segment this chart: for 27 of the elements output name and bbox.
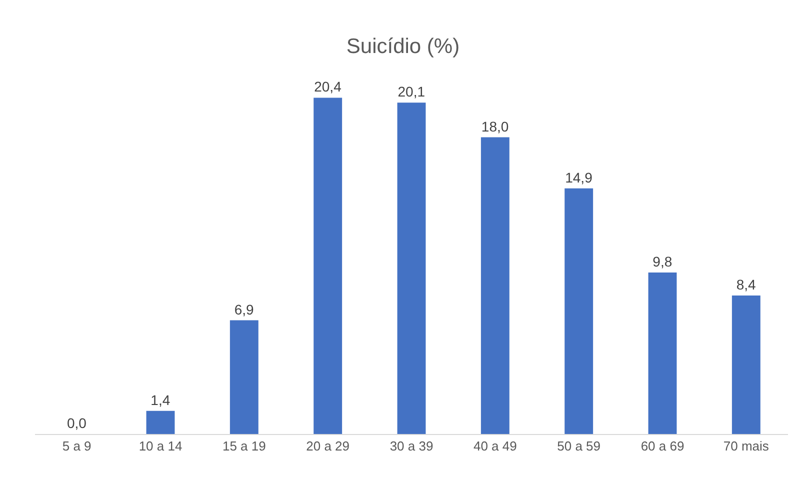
bar	[230, 320, 258, 434]
x-tick-label: 50 a 59	[557, 438, 601, 454]
data-label: 6,9	[234, 301, 254, 318]
chart-title: Suicídio (%)	[346, 35, 460, 58]
data-label: 9,8	[652, 253, 672, 270]
x-tick-label: 15 a 19	[222, 438, 266, 454]
x-tick-label: 10 a 14	[138, 438, 182, 454]
data-label: 0,0	[66, 415, 87, 431]
bar	[732, 296, 760, 434]
bar	[397, 102, 426, 434]
data-label: 20,1	[398, 84, 426, 100]
bar	[648, 272, 677, 434]
x-tick-label: 60 a 69	[640, 438, 684, 454]
data-label: 20,4	[314, 78, 342, 95]
data-label: 8,4	[736, 276, 756, 293]
x-tick-label: 5 a 9	[62, 438, 92, 454]
bar	[146, 410, 175, 434]
x-tick-label: 40 a 49	[473, 438, 517, 454]
bar	[480, 137, 510, 434]
data-label: 14,9	[565, 169, 593, 186]
x-tick-label: 30 a 39	[390, 438, 434, 454]
x-tick-label: 70 mais	[723, 438, 770, 454]
bar	[564, 188, 594, 434]
bar	[314, 98, 342, 434]
data-label: 1,4	[150, 392, 170, 408]
data-label: 18,0	[481, 118, 509, 134]
x-tick-label: 20 a 29	[306, 438, 350, 454]
